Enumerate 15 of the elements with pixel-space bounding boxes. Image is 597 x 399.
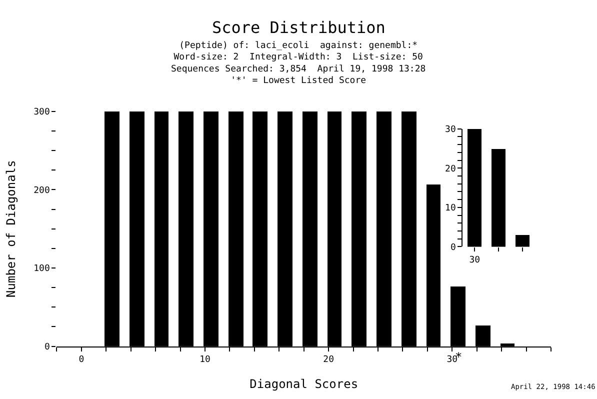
y-tick-label: 10 (445, 204, 456, 214)
x-tick-label: 0 (78, 355, 84, 366)
y-tick-label: 0 (44, 342, 50, 352)
y-tick-label: 30 (445, 125, 456, 136)
x-axis-title: Diagonal Scores (250, 377, 358, 392)
chart-title: Score Distribution (212, 18, 386, 37)
chart-subtitle: (Peptide) of: laci_ecoli against: genembl:* Word-size: 2 Integral-Width: 3 List-size: 50 Sequences Searched: 3,854 April 19, 1998 13:28 '*' = Lowest Listed Score (171, 41, 426, 86)
y-tick-label: 0 (450, 242, 456, 253)
x-tick-label: 20 (323, 355, 334, 366)
y-tick-label: 200 (34, 186, 50, 196)
x-tick-label: 10 (200, 355, 210, 366)
y-tick-label: 20 (445, 164, 456, 174)
y-tick-label: 100 (34, 264, 50, 274)
y-tick-label: 300 (34, 108, 50, 118)
y-axis-title: Number of Diagonals (4, 160, 18, 298)
